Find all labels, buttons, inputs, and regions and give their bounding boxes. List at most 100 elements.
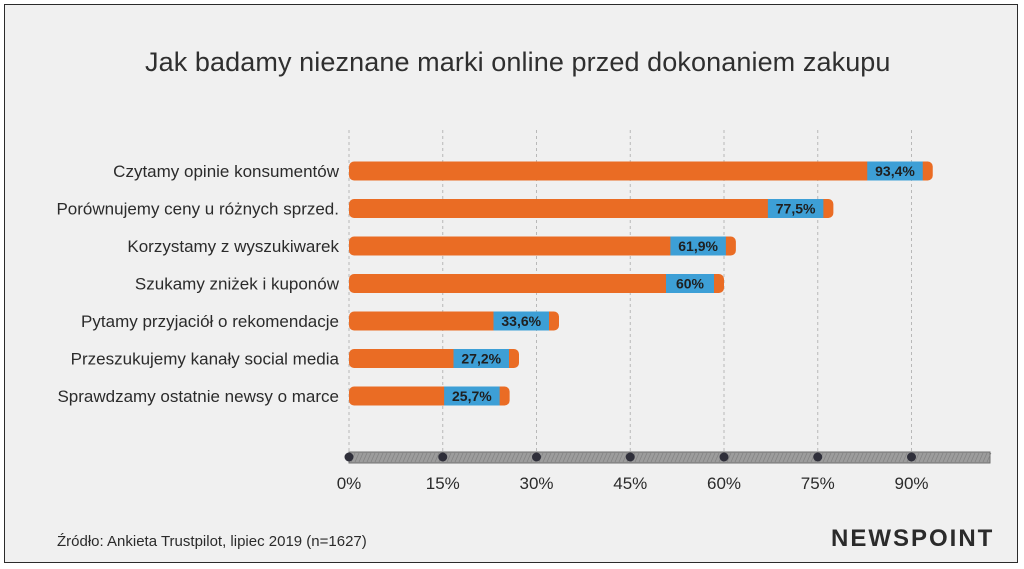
axis-hatch: [802, 452, 808, 463]
axis-hatch: [478, 452, 484, 463]
bar: [349, 236, 736, 256]
tick-label: 90%: [894, 474, 928, 493]
axis-hatch: [862, 452, 868, 463]
axis-hatch: [822, 452, 828, 463]
axis-hatch: [698, 452, 704, 463]
axis-hatch: [882, 452, 888, 463]
axis-hatch: [506, 452, 512, 463]
axis-hatch: [686, 452, 692, 463]
axis-hatch: [662, 452, 668, 463]
bar: [349, 161, 933, 181]
axis-hatch: [426, 452, 432, 463]
axis-hatch: [578, 452, 584, 463]
axis-hatch: [514, 452, 520, 463]
axis-hatch: [902, 452, 908, 463]
axis-hatch: [682, 452, 688, 463]
axis-hatch: [694, 452, 700, 463]
axis-hatch: [518, 452, 524, 463]
tick-label: 60%: [707, 474, 741, 493]
axis-hatch: [586, 452, 592, 463]
axis-hatch: [798, 452, 804, 463]
axis-hatch: [666, 452, 672, 463]
axis-hatch: [774, 452, 780, 463]
axis-hatch: [366, 452, 372, 463]
axis-hatch: [618, 452, 624, 463]
axis-hatch: [702, 452, 708, 463]
tick-label: 30%: [519, 474, 553, 493]
axis-hatch: [638, 452, 644, 463]
axis-hatch: [582, 452, 588, 463]
value-label: 33,6%: [501, 313, 541, 329]
axis-hatch: [590, 452, 596, 463]
axis-hatch: [866, 452, 872, 463]
axis-hatch: [794, 452, 800, 463]
category-label: Przeszukujemy kanały social media: [71, 350, 340, 369]
axis-hatch: [830, 452, 836, 463]
axis-hatch: [654, 452, 660, 463]
axis-hatch: [890, 452, 896, 463]
axis-tick-dot: [532, 452, 541, 462]
axis-hatch: [738, 452, 744, 463]
axis-hatch: [446, 452, 452, 463]
axis-hatch: [566, 452, 572, 463]
axis-hatch: [706, 452, 712, 463]
axis-tick-dot: [907, 452, 916, 462]
category-label: Korzystamy z wyszukiwarek: [127, 237, 339, 256]
axis-hatch: [834, 452, 840, 463]
axis-hatch: [754, 452, 760, 463]
axis-hatch: [762, 452, 768, 463]
axis-hatch: [714, 452, 720, 463]
axis-hatch: [546, 452, 552, 463]
axis-hatch: [562, 452, 568, 463]
axis-hatch: [398, 452, 404, 463]
axis-hatch: [930, 452, 936, 463]
axis-hatch: [914, 452, 920, 463]
axis-hatch: [838, 452, 844, 463]
value-label: 25,7%: [452, 388, 492, 404]
axis-hatch: [658, 452, 664, 463]
axis-hatch: [870, 452, 876, 463]
bar-chart: 93,4% Czytamy opinie konsumentów 77,5% Poró…: [56, 130, 992, 493]
axis-hatch: [526, 452, 532, 463]
axis-hatch: [854, 452, 860, 463]
axis-hatch: [574, 452, 580, 463]
axis-hatch: [690, 452, 696, 463]
axis-tick-dot: [625, 452, 635, 462]
axis-tick-dot: [344, 452, 354, 462]
category-label: Czytamy opinie konsumentów: [113, 162, 340, 181]
axis-hatch: [726, 452, 732, 463]
axis-hatch: [414, 452, 420, 463]
axis-hatch: [602, 452, 608, 463]
axis-hatch: [846, 452, 852, 463]
axis-hatch: [410, 452, 416, 463]
axis-tick-dot: [438, 452, 448, 462]
axis-hatch: [962, 452, 968, 463]
axis-hatch: [674, 452, 680, 463]
axis-hatch: [670, 452, 676, 463]
axis-hatch: [766, 452, 772, 463]
axis-hatch: [598, 452, 604, 463]
axis-hatch: [946, 452, 952, 463]
axis-hatch: [522, 452, 528, 463]
tick-label: 45%: [613, 474, 647, 493]
axis-hatch: [434, 452, 440, 463]
axis-hatch: [874, 452, 880, 463]
axis-hatch: [370, 452, 376, 463]
axis-tick-dot: [813, 452, 823, 462]
axis-hatch: [790, 452, 796, 463]
axis-hatch: [490, 452, 496, 463]
axis-hatch: [474, 452, 480, 463]
value-label: 77,5%: [776, 201, 816, 217]
axis-hatch: [938, 452, 944, 463]
axis-hatch: [786, 452, 792, 463]
axis-hatch: [734, 452, 740, 463]
value-label-bg: [666, 274, 714, 293]
axis-hatch: [746, 452, 752, 463]
axis-hatch: [542, 452, 548, 463]
axis-hatch: [502, 452, 508, 463]
axis-hatch: [610, 452, 616, 463]
category-label: Porównujemy ceny u różnych sprzed.: [56, 200, 339, 219]
tick-label: 0%: [337, 474, 362, 493]
axis-hatch: [950, 452, 956, 463]
axis-hatch: [806, 452, 812, 463]
